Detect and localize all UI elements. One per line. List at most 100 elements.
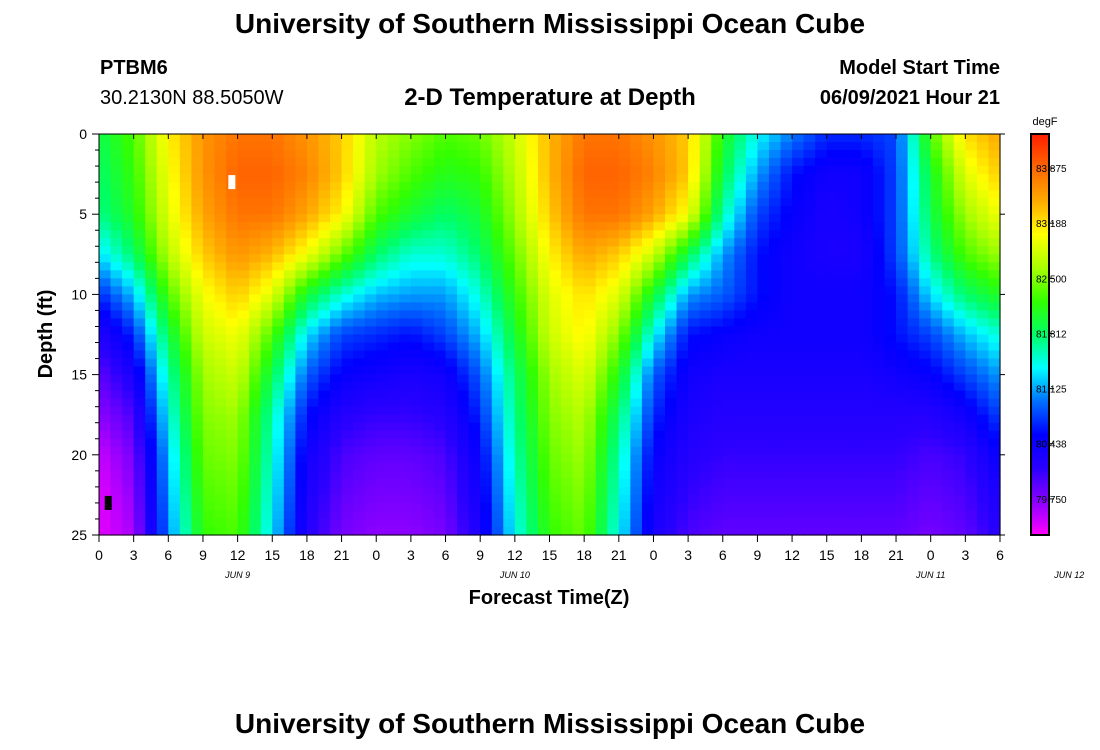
heatmap-cell: [861, 342, 874, 352]
heatmap-cell: [572, 206, 585, 215]
heatmap-cell: [295, 390, 308, 400]
heatmap-cell: [676, 382, 689, 392]
heatmap-cell: [953, 318, 966, 328]
heatmap-cell: [226, 478, 239, 488]
heatmap-cell: [514, 446, 527, 456]
heatmap-cell: [930, 286, 943, 295]
heatmap-cell: [584, 502, 597, 512]
heatmap-cell: [549, 238, 562, 247]
heatmap-cell: [757, 502, 770, 512]
chart-subtitle: 2-D Temperature at Depth: [404, 84, 696, 111]
heatmap-cell: [422, 478, 435, 488]
heatmap-cell: [226, 438, 239, 448]
heatmap-cell: [872, 150, 886, 159]
heatmap-cell: [584, 374, 597, 384]
heatmap-cell: [306, 142, 320, 151]
heatmap-cell: [122, 374, 135, 384]
heatmap-cell: [953, 142, 966, 151]
heatmap-cell: [641, 374, 655, 384]
heatmap-cell: [884, 398, 897, 408]
heatmap-cell: [711, 334, 724, 344]
heatmap-cell: [757, 350, 770, 360]
heatmap-cell: [364, 446, 377, 456]
heatmap-cell: [122, 438, 135, 448]
heatmap-cell: [815, 526, 828, 536]
heatmap-cell: [283, 414, 296, 424]
heatmap-cell: [214, 302, 227, 312]
heatmap-cell: [295, 478, 308, 488]
heatmap-cell: [110, 430, 123, 440]
heatmap-cell: [665, 478, 678, 488]
heatmap-cell: [283, 182, 296, 191]
heatmap-cell: [330, 510, 343, 520]
heatmap-cell: [595, 342, 608, 352]
heatmap-cell: [907, 134, 920, 143]
heatmap-cell: [249, 310, 262, 320]
heatmap-cell: [410, 134, 424, 143]
heatmap-cell: [491, 318, 504, 328]
heatmap-cell: [491, 254, 504, 263]
heatmap-cell: [156, 142, 169, 151]
heatmap-cell: [202, 286, 216, 295]
heatmap-cell: [318, 246, 331, 255]
heatmap-cell: [734, 310, 747, 320]
heatmap-cell: [537, 422, 551, 432]
heatmap-cell: [976, 406, 990, 416]
heatmap-cell: [156, 198, 169, 207]
heatmap-cell: [942, 358, 955, 368]
heatmap-cell: [387, 478, 400, 488]
heatmap-cell: [514, 502, 527, 512]
heatmap-cell: [595, 278, 608, 287]
heatmap-cell: [768, 238, 782, 247]
heatmap-cell: [884, 382, 897, 392]
heatmap-cell: [676, 238, 689, 247]
heatmap-cell: [711, 326, 724, 336]
heatmap-cell: [503, 134, 516, 143]
heatmap-cell: [849, 502, 862, 512]
heatmap-cell: [249, 510, 262, 520]
heatmap-cell: [861, 142, 874, 151]
heatmap-cell: [561, 478, 574, 488]
heatmap-cell: [584, 150, 597, 159]
heatmap-cell: [930, 254, 943, 263]
heatmap-cell: [734, 238, 747, 247]
heatmap-cell: [202, 398, 216, 408]
heatmap-cell: [838, 302, 851, 312]
heatmap-cell: [491, 134, 504, 143]
heatmap-cell: [491, 422, 504, 432]
heatmap-cell: [561, 182, 574, 191]
heatmap-cell: [318, 310, 331, 320]
heatmap-cell: [145, 142, 158, 151]
heatmap-cell: [792, 390, 805, 400]
heatmap-cell: [306, 358, 320, 368]
heatmap-cell: [179, 326, 193, 336]
heatmap-cell: [283, 262, 296, 271]
heatmap-cell: [537, 486, 551, 496]
heatmap-cell: [815, 374, 828, 384]
heatmap-cell: [526, 222, 539, 231]
heatmap-cell: [272, 342, 285, 352]
heatmap-cell: [353, 334, 366, 344]
heatmap-cell: [561, 486, 574, 496]
heatmap-cell: [572, 366, 585, 376]
heatmap-cell: [295, 334, 308, 344]
heatmap-cell: [283, 398, 296, 408]
heatmap-cell: [514, 270, 527, 279]
heatmap-cell: [272, 246, 285, 255]
heatmap-cell: [988, 238, 1001, 247]
heatmap-cell: [676, 150, 689, 159]
heatmap-cell: [433, 238, 447, 247]
heatmap-cell: [757, 494, 770, 504]
heatmap-cell: [122, 278, 135, 287]
heatmap-cell: [584, 310, 597, 320]
heatmap-cell: [722, 334, 735, 344]
heatmap-cell: [792, 310, 805, 320]
heatmap-cell: [653, 366, 666, 376]
heatmap-cell: [676, 446, 689, 456]
heatmap-cell: [445, 198, 458, 207]
heatmap-cell: [572, 302, 585, 312]
heatmap-cell: [376, 286, 389, 295]
heatmap-cell: [133, 390, 146, 400]
heatmap-cell: [930, 406, 943, 416]
heatmap-cell: [260, 390, 273, 400]
